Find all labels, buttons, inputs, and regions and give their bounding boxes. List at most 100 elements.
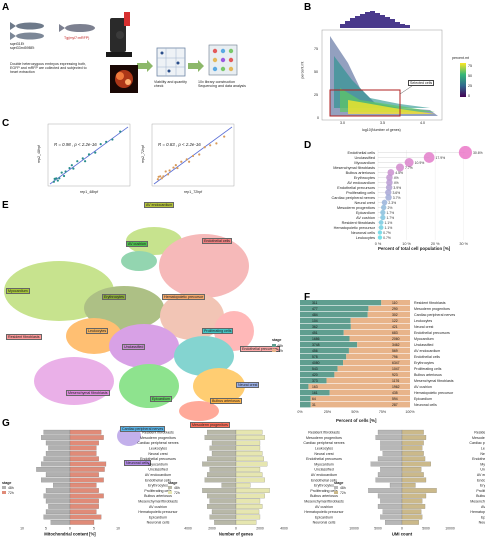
colorbar bbox=[460, 63, 466, 97]
category-label: Mesenchymal fibroblasts bbox=[333, 166, 375, 170]
bar-72h bbox=[235, 429, 263, 435]
data-label: 2.3% bbox=[388, 201, 396, 205]
bar-48h bbox=[300, 384, 309, 390]
panel-e: AV endocardium AV cushion Endothelial ce… bbox=[4, 196, 280, 480]
x-axis-label: rep1_72hpf bbox=[184, 190, 203, 194]
legend-tick: 50 bbox=[468, 74, 472, 78]
data-label: 0.7% bbox=[383, 236, 391, 240]
category-label: Proliferating cells bbox=[414, 367, 442, 371]
bar-48h bbox=[300, 312, 368, 318]
replicate-point bbox=[53, 177, 56, 180]
count-label-72h: 923 bbox=[392, 373, 398, 377]
category-label: Erythrocytes bbox=[414, 361, 434, 365]
legend-title: stage bbox=[272, 338, 282, 342]
panel-label-f: F bbox=[304, 292, 311, 303]
population-dot bbox=[386, 174, 393, 181]
replicate-point bbox=[68, 166, 71, 170]
bar-72h bbox=[235, 451, 263, 456]
population-dot bbox=[386, 179, 393, 186]
x-tick-label: 5 bbox=[45, 526, 47, 530]
bar-48h bbox=[382, 509, 403, 515]
category-label: Bulbus arteriosus bbox=[414, 373, 442, 377]
bar-72h bbox=[401, 477, 427, 483]
bar-48h bbox=[209, 445, 237, 451]
bar-72h bbox=[343, 360, 410, 366]
legend-swatch bbox=[272, 344, 276, 347]
bar-72h bbox=[235, 456, 264, 462]
category-label: Bulbus arteriosus bbox=[310, 494, 338, 498]
category-label: Cardiac peripheral nerves bbox=[414, 313, 455, 317]
category-label: Erythrocytes bbox=[314, 484, 334, 488]
bar-48h bbox=[207, 472, 237, 478]
x-tick-label: 4000 bbox=[280, 526, 288, 530]
count-label-72h: 287 bbox=[392, 403, 398, 407]
category-label: Mesoderm progenitors bbox=[414, 307, 450, 311]
category-label: Endothelial cells bbox=[477, 478, 485, 482]
replicate-point bbox=[172, 166, 175, 169]
category-label: Myocardium bbox=[354, 161, 375, 165]
bar-72h bbox=[69, 440, 99, 446]
arrow-icon bbox=[137, 60, 204, 72]
bar-48h bbox=[43, 456, 71, 462]
count-label-48h: 543 bbox=[312, 367, 318, 371]
workflow-description: Double heterozygous embryos expressing b… bbox=[10, 62, 87, 75]
x-tick-label: 5000 bbox=[422, 526, 430, 530]
cluster-label-proliferating-cells: Proliferating cells bbox=[202, 328, 234, 335]
x-axis-label: Percent of cells [%] bbox=[336, 418, 377, 423]
bar-48h bbox=[211, 440, 237, 446]
panel-f: 311 110 Resident fibroblasts 477 290 Mesoderm… bbox=[270, 298, 485, 426]
bar-48h bbox=[209, 514, 237, 520]
x-tick-label: 4000 bbox=[184, 526, 192, 530]
bar-48h bbox=[209, 498, 237, 504]
bar-72h bbox=[235, 482, 251, 488]
replicate-point bbox=[174, 164, 177, 167]
marginal-histogram bbox=[340, 11, 410, 28]
bar-48h bbox=[202, 461, 237, 467]
replicate-correlation-plots bbox=[47, 123, 235, 187]
legend-item-48h: 48h bbox=[272, 344, 283, 348]
bar-72h bbox=[235, 514, 261, 520]
x-tick-label: 0% bbox=[297, 410, 303, 414]
workflow-illustration bbox=[10, 12, 238, 93]
category-label: Mesenchymal fibroblasts bbox=[138, 500, 178, 504]
count-label-72h: 302 bbox=[392, 313, 398, 317]
count-label-72h: 421 bbox=[392, 325, 398, 329]
population-dot bbox=[404, 157, 414, 168]
bar-72h bbox=[69, 429, 102, 435]
count-label-72h: 110 bbox=[392, 301, 398, 305]
category-label: Myocardium bbox=[148, 462, 168, 466]
bar-72h bbox=[69, 451, 97, 456]
count-label-72h: 1047 bbox=[392, 367, 400, 371]
category-label: Bulbus arteriosus bbox=[346, 171, 375, 175]
category-label: Endothelial cells bbox=[414, 355, 440, 359]
legend-label: 48h bbox=[277, 344, 283, 348]
viability-step-label: Viability and quantity check bbox=[154, 80, 187, 89]
bar-72h bbox=[401, 456, 426, 462]
replicate-point bbox=[223, 135, 226, 138]
cluster-label-mesenchymal-fibroblasts: Mesenchymal fibroblasts bbox=[66, 390, 110, 397]
category-label: AV cushion bbox=[315, 505, 333, 509]
panel-label-d: D bbox=[304, 140, 312, 151]
bar-48h bbox=[41, 461, 71, 467]
bar-48h bbox=[377, 504, 403, 509]
cell-population-dot-plot: 0 % 10 % 20 % 30 % Endothelial cells 30.6% Unc… bbox=[332, 145, 483, 246]
category-label: Unclassified bbox=[355, 156, 375, 160]
bar-72h bbox=[69, 472, 99, 478]
bar-72h bbox=[69, 466, 105, 472]
bar-72h bbox=[381, 300, 410, 306]
bar-48h bbox=[300, 372, 335, 378]
bar-48h bbox=[382, 451, 403, 456]
category-label: Endothelial cells bbox=[348, 151, 376, 155]
panel-label-a: A bbox=[2, 2, 10, 13]
x-tick: 4.0 bbox=[420, 121, 425, 125]
category-label: Leukocytes bbox=[149, 447, 167, 451]
count-label-48h: 373 bbox=[312, 379, 318, 383]
y-axis-label: rep2_48hpf bbox=[36, 145, 41, 164]
category-label: Cardiac peripheral nerves bbox=[332, 196, 376, 200]
category-label: Endothelial precursors bbox=[414, 331, 450, 335]
category-label: Resident fibroblasts bbox=[474, 431, 485, 435]
category-label: Bulbus arteriosus bbox=[476, 494, 485, 498]
population-dot bbox=[381, 199, 388, 206]
correlation-annotation-48h: R = 0.98 , p < 2.2e-16 bbox=[54, 142, 97, 147]
legend-item-72h: 72h bbox=[272, 349, 283, 353]
